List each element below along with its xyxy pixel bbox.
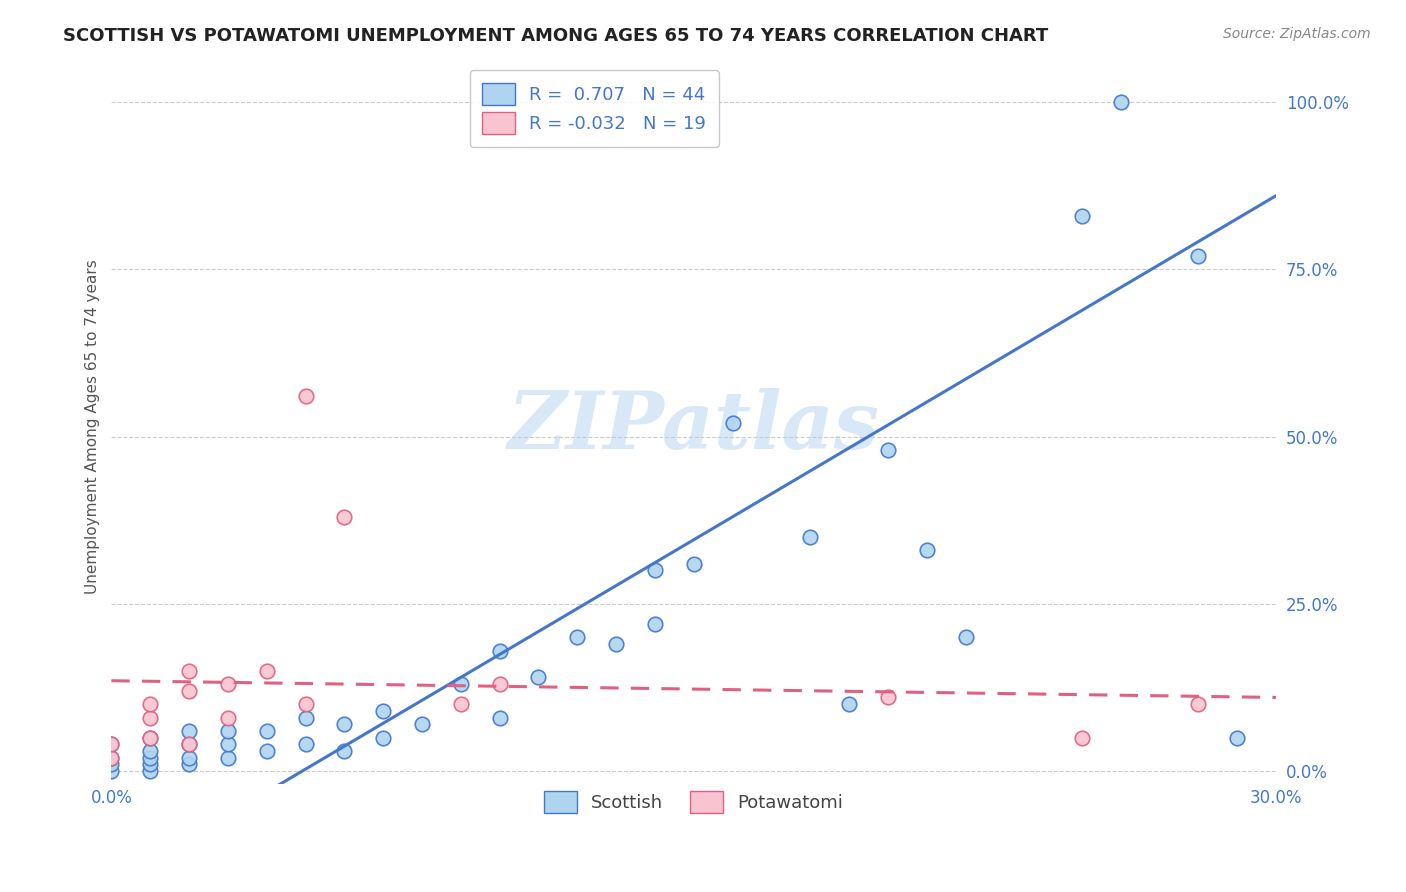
Point [1071, 731, 1094, 745]
Point [217, 710, 239, 724]
Point [177, 737, 200, 751]
Point [139, 757, 162, 772]
Point [955, 630, 977, 644]
Point [177, 737, 200, 751]
Point [373, 704, 395, 718]
Point [567, 630, 589, 644]
Point [333, 744, 356, 758]
Point [721, 416, 744, 430]
Point [139, 731, 162, 745]
Text: Source: ZipAtlas.com: Source: ZipAtlas.com [1223, 27, 1371, 41]
Point [217, 677, 239, 691]
Y-axis label: Unemployment Among Ages 65 to 74 years: Unemployment Among Ages 65 to 74 years [86, 259, 100, 594]
Point [838, 697, 860, 711]
Point [1071, 209, 1094, 223]
Point [139, 731, 162, 745]
Point [450, 677, 472, 691]
Point [488, 677, 510, 691]
Point [177, 723, 200, 738]
Point [450, 697, 472, 711]
Point [177, 757, 200, 772]
Point [644, 616, 666, 631]
Point [217, 723, 239, 738]
Point [139, 750, 162, 764]
Point [799, 530, 821, 544]
Point [100, 750, 122, 764]
Point [100, 737, 122, 751]
Point [100, 757, 122, 772]
Point [256, 744, 278, 758]
Point [217, 750, 239, 764]
Point [139, 697, 162, 711]
Point [1226, 731, 1249, 745]
Point [644, 563, 666, 577]
Text: SCOTTISH VS POTAWATOMI UNEMPLOYMENT AMONG AGES 65 TO 74 YEARS CORRELATION CHART: SCOTTISH VS POTAWATOMI UNEMPLOYMENT AMON… [63, 27, 1049, 45]
Point [333, 717, 356, 731]
Point [876, 442, 898, 457]
Point [605, 637, 627, 651]
Point [177, 750, 200, 764]
Point [915, 543, 938, 558]
Point [411, 717, 433, 731]
Point [217, 737, 239, 751]
Point [682, 557, 704, 571]
Point [294, 737, 316, 751]
Legend: Scottish, Potawatomi: Scottish, Potawatomi [531, 778, 856, 825]
Point [100, 750, 122, 764]
Point [100, 737, 122, 751]
Point [1187, 697, 1209, 711]
Point [100, 764, 122, 778]
Point [333, 509, 356, 524]
Point [177, 664, 200, 678]
Point [373, 731, 395, 745]
Point [488, 710, 510, 724]
Point [527, 670, 550, 684]
Point [294, 389, 316, 403]
Point [294, 710, 316, 724]
Point [1187, 249, 1209, 263]
Point [139, 710, 162, 724]
Point [139, 764, 162, 778]
Point [139, 744, 162, 758]
Point [177, 683, 200, 698]
Point [256, 723, 278, 738]
Point [294, 697, 316, 711]
Point [488, 643, 510, 657]
Point [256, 664, 278, 678]
Text: ZIPatlas: ZIPatlas [508, 388, 880, 466]
Point [1109, 95, 1132, 109]
Point [876, 690, 898, 705]
